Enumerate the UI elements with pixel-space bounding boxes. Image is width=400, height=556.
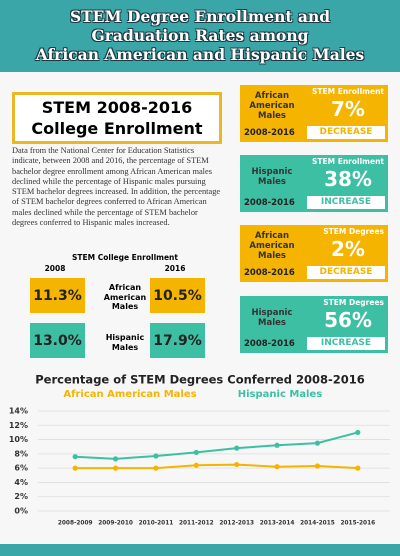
chart-title: Percentage of STEM Degrees Conferred 200…	[35, 373, 365, 387]
point	[314, 463, 321, 469]
point	[193, 462, 199, 468]
point	[274, 464, 280, 470]
card-direction: DECREASE	[307, 126, 385, 139]
card-period: 2008-2016	[244, 339, 295, 349]
card-group: Hispanic Males	[251, 308, 293, 328]
card-change: 38%	[324, 167, 372, 191]
value-box: 17.9%	[150, 323, 205, 358]
year-label: 2008	[44, 264, 66, 273]
card-change: 7%	[331, 97, 365, 121]
card-metric: STEM Enrollment	[312, 87, 384, 96]
x-tick-label: 2012-2013	[219, 521, 254, 527]
card-period: 2008-2016	[244, 268, 295, 278]
card-metric: STEM Degrees	[323, 298, 384, 307]
stat-card: African American Males STEM Enrollment 7% 2…	[240, 85, 388, 142]
card-group: African American Males	[249, 91, 295, 121]
enrollment-title: STEM 2008-2016 College Enrollment	[12, 92, 222, 144]
x-tick-label: 2015-2016	[340, 521, 375, 527]
header: STEM Degree Enrollment and Graduation Ra…	[0, 0, 400, 72]
card-period: 2008-2016	[244, 198, 295, 208]
point	[112, 465, 119, 471]
stat-card: African American Males STEM Degrees 2% 2008…	[240, 225, 388, 282]
x-tick-label: 2014-2015	[300, 521, 335, 527]
point	[274, 442, 280, 448]
y-tick-label: 10%	[9, 435, 28, 444]
stat-card: Hispanic Males STEM Enrollment 38% 2008-201…	[240, 155, 388, 212]
stat-card: Hispanic Males STEM Degrees 56% 2008-2016 IN…	[240, 296, 388, 353]
x-tick-label: 2008-2009	[58, 521, 93, 527]
year-label: 2016	[164, 264, 186, 273]
group-label: African American Males	[103, 283, 147, 311]
value-box: 13.0%	[30, 323, 85, 358]
series-line	[75, 431, 359, 460]
value-box: 10.5%	[150, 278, 205, 313]
y-tick-label: 4%	[14, 478, 28, 487]
y-tick-label: 2%	[14, 492, 28, 501]
y-tick-label: 6%	[14, 464, 28, 473]
x-tick-label: 2010-2011	[139, 521, 174, 527]
y-tick-label: 8%	[14, 449, 28, 458]
y-tick-label: 0%	[14, 507, 28, 516]
point	[153, 453, 159, 459]
point	[355, 465, 361, 471]
footer-bar	[0, 544, 400, 556]
legend-label: African American Males	[63, 389, 196, 400]
x-tick-label: 2009-2010	[98, 521, 133, 527]
card-direction: INCREASE	[307, 196, 385, 209]
point	[193, 449, 199, 456]
series-line	[75, 463, 358, 470]
point	[72, 465, 78, 471]
point	[355, 429, 361, 436]
card-change: 2%	[331, 237, 365, 261]
header-title-line: STEM Degree Enrollment and	[69, 7, 331, 26]
point	[112, 456, 119, 462]
point	[72, 454, 78, 460]
point	[153, 465, 159, 471]
enrollment-text: Data from the National Center for Educat…	[12, 146, 221, 228]
card-group: African American Males	[249, 231, 295, 261]
point	[234, 445, 240, 451]
table-title: STEM College Enrollment	[72, 253, 178, 262]
legend-label: Hispanic Males	[238, 389, 323, 400]
header-title-line: Graduation Rates among	[91, 26, 309, 45]
card-metric: STEM Enrollment	[312, 157, 384, 166]
x-tick-label: 2011-2012	[179, 521, 214, 527]
card-period: 2008-2016	[244, 128, 295, 138]
title-line: College Enrollment	[31, 119, 203, 138]
value-box: 11.3%	[30, 278, 85, 313]
point	[234, 461, 240, 468]
y-tick-label: 12%	[9, 421, 28, 430]
y-tick-label: 14%	[9, 407, 28, 416]
card-change: 56%	[324, 308, 372, 332]
card-group: Hispanic Males	[251, 167, 293, 187]
title-line: STEM 2008-2016	[41, 98, 193, 117]
point	[314, 440, 321, 446]
card-direction: DECREASE	[307, 266, 385, 279]
card-direction: INCREASE	[307, 337, 385, 350]
header-title-line: African American and Hispanic Males	[35, 45, 365, 64]
group-label: Hispanic Males	[105, 333, 145, 352]
card-metric: STEM Degrees	[323, 227, 384, 236]
chart: Percentage of STEM Degrees Conferred 200…	[9, 373, 390, 527]
x-tick-label: 2013-2014	[260, 521, 295, 527]
